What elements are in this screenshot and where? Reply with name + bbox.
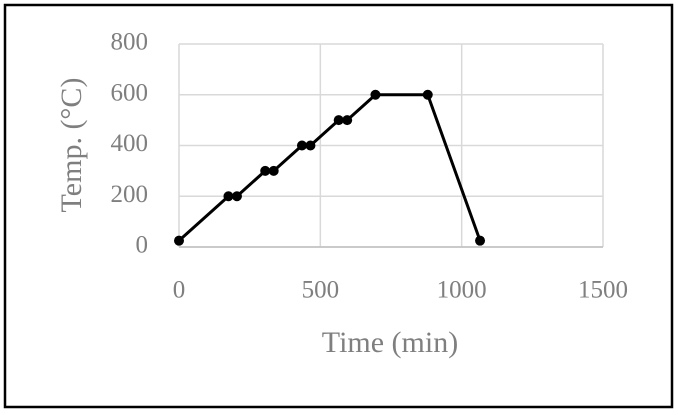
data-point xyxy=(370,89,381,100)
data-point xyxy=(296,140,307,151)
x-tick-label: 1500 xyxy=(578,277,628,304)
y-tick-label: 200 xyxy=(111,181,149,208)
x-tick-label: 0 xyxy=(173,277,186,304)
data-point xyxy=(342,115,353,126)
x-axis-title: Time (min) xyxy=(322,326,458,359)
x-tick-label: 1000 xyxy=(437,277,487,304)
data-point xyxy=(174,235,184,246)
data-point xyxy=(475,235,486,246)
y-axis-title: Temp. (°C) xyxy=(55,78,88,213)
y-tick-label: 800 xyxy=(111,29,149,56)
data-point xyxy=(333,115,344,126)
data-point xyxy=(305,140,316,151)
data-point xyxy=(268,165,279,176)
data-point xyxy=(231,191,242,202)
data-point xyxy=(260,165,271,176)
y-tick-label: 600 xyxy=(111,79,149,106)
y-tick-label: 0 xyxy=(136,232,149,259)
y-tick-label: 400 xyxy=(111,130,149,157)
data-point xyxy=(422,89,433,100)
data-point xyxy=(223,191,234,202)
x-tick-label: 500 xyxy=(302,277,340,304)
chart-frame xyxy=(3,3,674,409)
